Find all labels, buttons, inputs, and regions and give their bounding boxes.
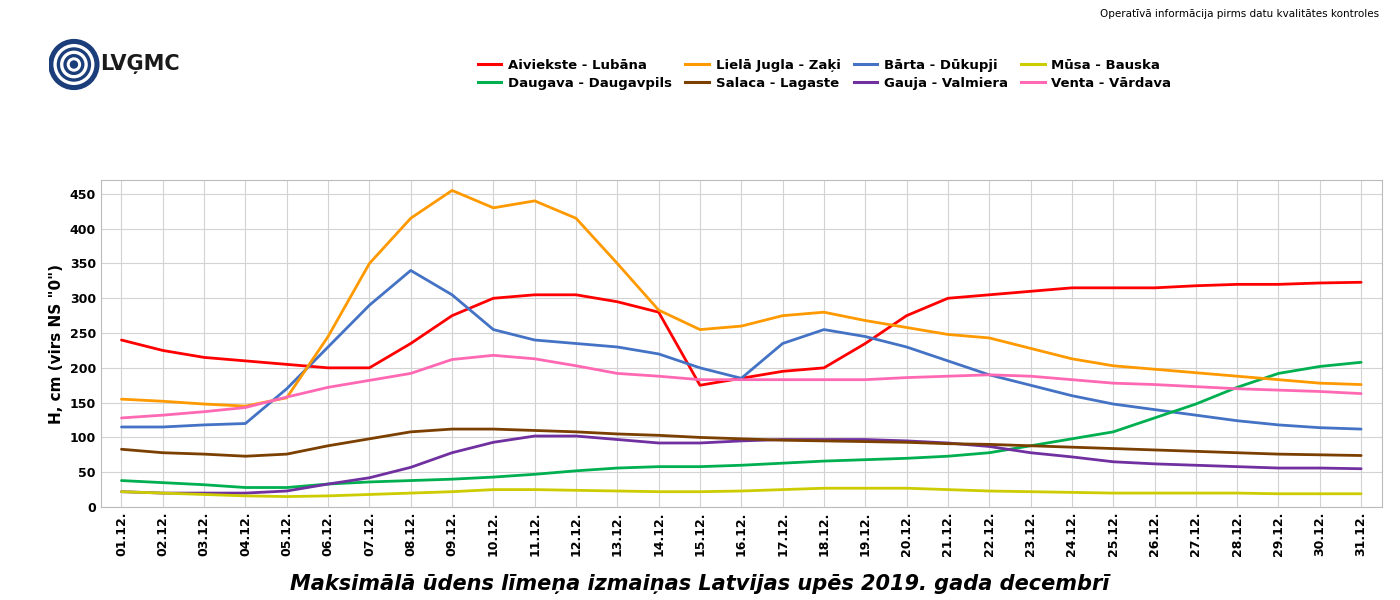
Text: Operatīvā informācija pirms datu kvalitātes kontroles: Operatīvā informācija pirms datu kvalitā… — [1100, 9, 1379, 19]
Circle shape — [70, 60, 78, 69]
Text: LVĢMC: LVĢMC — [101, 55, 181, 74]
Circle shape — [57, 47, 91, 82]
Circle shape — [60, 50, 88, 79]
Legend: Aiviekste - Lubāna, Daugava - Daugavpils, Lielā Jugla - Zaķi, Salaca - Lagaste, : Aiviekste - Lubāna, Daugava - Daugavpils… — [477, 59, 1172, 89]
Circle shape — [53, 44, 94, 85]
Text: Maksimālā ūdens līmeņa izmaiņas Latvijas upēs 2019. gada decembrī: Maksimālā ūdens līmeņa izmaiņas Latvijas… — [290, 574, 1110, 594]
Y-axis label: H, cm (virs NS "0"): H, cm (virs NS "0") — [49, 263, 64, 424]
Circle shape — [50, 41, 98, 88]
Circle shape — [63, 54, 84, 75]
Circle shape — [67, 57, 81, 72]
